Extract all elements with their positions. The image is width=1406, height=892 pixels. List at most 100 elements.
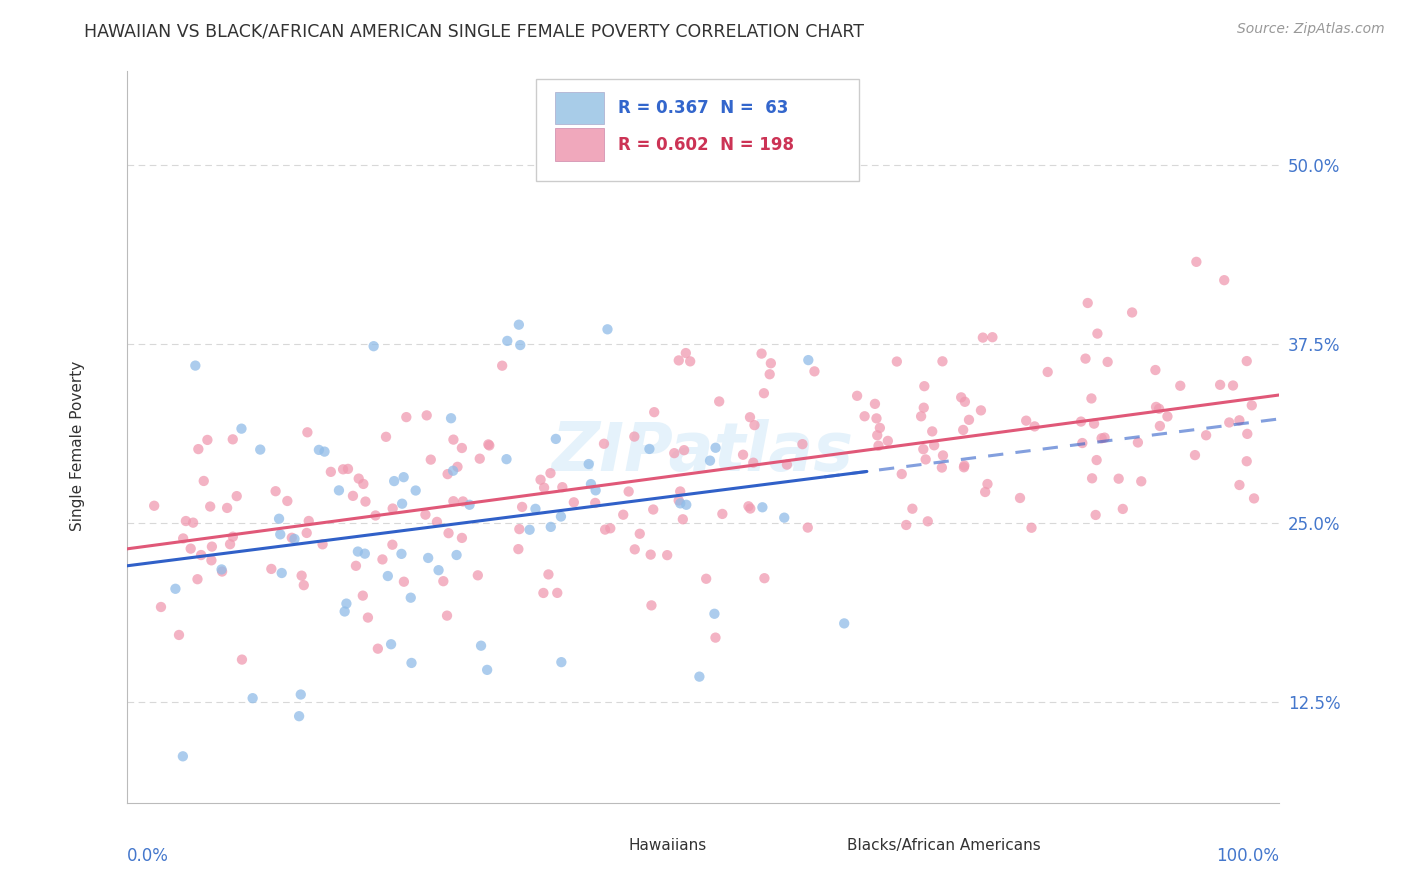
Point — [1083, 417, 1105, 431]
Point — [797, 520, 820, 534]
Point — [585, 483, 607, 498]
Point — [509, 338, 531, 352]
Point — [910, 409, 932, 424]
Point — [242, 691, 264, 706]
Point — [1213, 273, 1236, 287]
Point — [219, 537, 242, 551]
Point — [868, 439, 890, 453]
Point — [695, 572, 717, 586]
Point — [1021, 521, 1043, 535]
Point — [381, 538, 404, 552]
Point — [172, 532, 194, 546]
Point — [797, 353, 820, 368]
Point — [593, 436, 616, 450]
Point — [1218, 416, 1240, 430]
Point — [1091, 431, 1114, 445]
Point — [392, 574, 415, 589]
Point — [912, 442, 935, 457]
Point — [957, 413, 980, 427]
Point — [451, 531, 474, 545]
Point — [496, 334, 519, 348]
Text: R = 0.367  N =  63: R = 0.367 N = 63 — [617, 99, 787, 117]
Point — [1084, 508, 1107, 522]
Point — [451, 494, 474, 508]
Point — [673, 443, 696, 458]
Point — [1112, 502, 1135, 516]
Point — [468, 451, 491, 466]
Point — [643, 405, 665, 419]
Point — [143, 499, 166, 513]
Point — [508, 318, 530, 332]
Point — [1236, 354, 1258, 368]
Point — [267, 512, 290, 526]
Point — [865, 411, 887, 425]
Point — [357, 610, 380, 624]
Text: Source: ZipAtlas.com: Source: ZipAtlas.com — [1237, 22, 1385, 37]
Point — [876, 434, 898, 448]
Point — [754, 571, 776, 585]
Point — [758, 368, 780, 382]
Point — [540, 466, 562, 480]
Bar — [807, 834, 839, 858]
Point — [1209, 377, 1232, 392]
Point — [292, 578, 315, 592]
Point — [704, 441, 727, 455]
Point — [328, 483, 350, 498]
Point — [354, 494, 377, 508]
Point — [544, 432, 567, 446]
Point — [638, 442, 661, 456]
Point — [418, 550, 440, 565]
Point — [1243, 491, 1265, 506]
Point — [352, 589, 374, 603]
Point — [225, 489, 247, 503]
Point — [184, 359, 207, 373]
Point — [193, 474, 215, 488]
Point — [596, 322, 619, 336]
Point — [1240, 398, 1263, 412]
Point — [377, 569, 399, 583]
Point — [866, 428, 889, 442]
Point — [510, 500, 533, 514]
Point — [952, 423, 974, 437]
Point — [640, 548, 662, 562]
Point — [1036, 365, 1059, 379]
Point — [332, 462, 354, 476]
Point — [1236, 454, 1258, 468]
Point — [901, 501, 924, 516]
Bar — [588, 834, 620, 858]
Point — [1147, 401, 1170, 416]
Point — [931, 354, 953, 368]
Bar — [555, 128, 603, 161]
Point — [792, 437, 814, 451]
Point — [211, 562, 233, 576]
Point — [668, 353, 690, 368]
Point — [441, 494, 464, 508]
Point — [436, 467, 458, 482]
Point — [1008, 491, 1031, 505]
Point — [731, 448, 754, 462]
Point — [1087, 326, 1109, 341]
Point — [612, 508, 634, 522]
Point — [803, 364, 825, 378]
Point — [427, 563, 450, 577]
Point — [491, 359, 513, 373]
Point — [165, 582, 187, 596]
Point — [380, 637, 402, 651]
FancyBboxPatch shape — [536, 78, 859, 181]
Point — [347, 544, 370, 558]
Point — [382, 474, 405, 488]
Point — [375, 430, 398, 444]
Point — [1126, 435, 1149, 450]
Point — [1024, 419, 1046, 434]
Point — [628, 526, 651, 541]
Point — [669, 496, 692, 510]
Point — [508, 522, 530, 536]
Point — [1108, 472, 1130, 486]
Point — [579, 477, 602, 491]
Point — [174, 514, 197, 528]
Point — [699, 453, 721, 467]
Text: 100.0%: 100.0% — [1216, 847, 1279, 864]
Point — [437, 526, 460, 541]
Point — [1195, 428, 1218, 442]
Point — [932, 449, 955, 463]
